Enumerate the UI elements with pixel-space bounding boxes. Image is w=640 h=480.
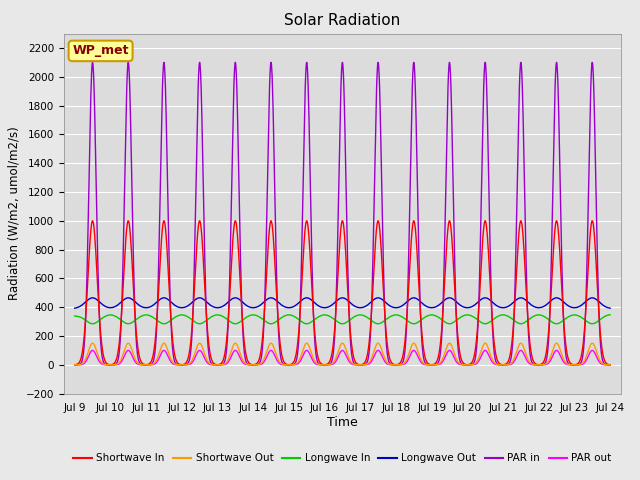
Legend: Shortwave In, Shortwave Out, Longwave In, Longwave Out, PAR in, PAR out: Shortwave In, Shortwave Out, Longwave In… — [69, 449, 616, 468]
Text: WP_met: WP_met — [72, 44, 129, 58]
Y-axis label: Radiation (W/m2, umol/m2/s): Radiation (W/m2, umol/m2/s) — [7, 127, 20, 300]
X-axis label: Time: Time — [327, 416, 358, 429]
Title: Solar Radiation: Solar Radiation — [284, 13, 401, 28]
